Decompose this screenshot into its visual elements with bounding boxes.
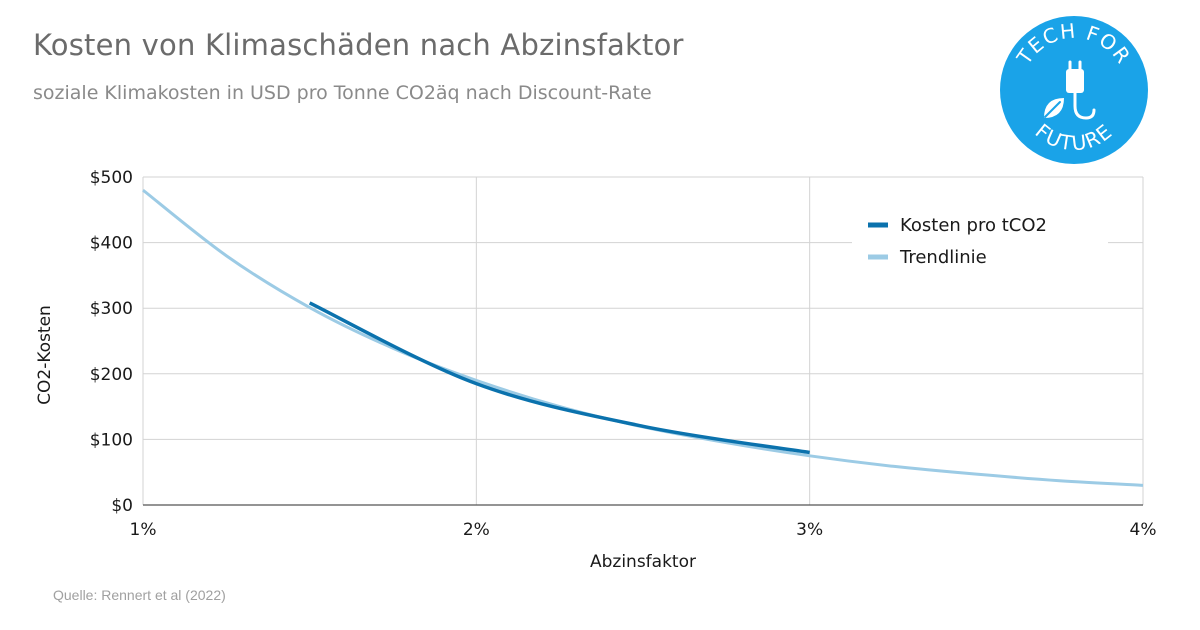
x-tick-label: 1% bbox=[130, 520, 157, 540]
x-tick-label: 3% bbox=[796, 520, 823, 540]
x-axis-label: Abzinsfaktor bbox=[590, 552, 696, 572]
y-tick-label: $300 bbox=[90, 299, 133, 319]
y-tick-label: $400 bbox=[90, 234, 133, 254]
y-tick-label: $100 bbox=[90, 430, 133, 450]
chart-subtitle: soziale Klimakosten in USD pro Tonne CO2… bbox=[33, 82, 652, 104]
legend-label: Kosten pro tCO2 bbox=[900, 215, 1047, 236]
x-tick-label: 2% bbox=[463, 520, 490, 540]
y-axis-label: CO2-Kosten bbox=[35, 305, 55, 405]
series-lines bbox=[142, 188, 1144, 487]
plug-leaf-icon bbox=[1044, 60, 1096, 120]
legend-box bbox=[852, 206, 1108, 284]
y-tick-label: $500 bbox=[90, 168, 133, 188]
y-tick-label: $200 bbox=[90, 365, 133, 385]
legend: Kosten pro tCO2 Trendlinie bbox=[852, 206, 1108, 284]
source-note: Quelle: Rennert et al (2022) bbox=[53, 587, 226, 603]
legend-label: Trendlinie bbox=[899, 247, 987, 268]
series-line-kosten bbox=[308, 301, 810, 455]
x-tick-label: 4% bbox=[1130, 520, 1157, 540]
y-tick-label: $0 bbox=[111, 496, 133, 516]
chart-title: Kosten von Klimaschäden nach Abzinsfakto… bbox=[33, 28, 684, 62]
tick-labels: $0 $100 $200 $300 $400 $500 1% 2% 3% 4% bbox=[90, 168, 1157, 540]
tech-for-future-logo: TECH FOR FUTURE bbox=[1000, 16, 1148, 164]
